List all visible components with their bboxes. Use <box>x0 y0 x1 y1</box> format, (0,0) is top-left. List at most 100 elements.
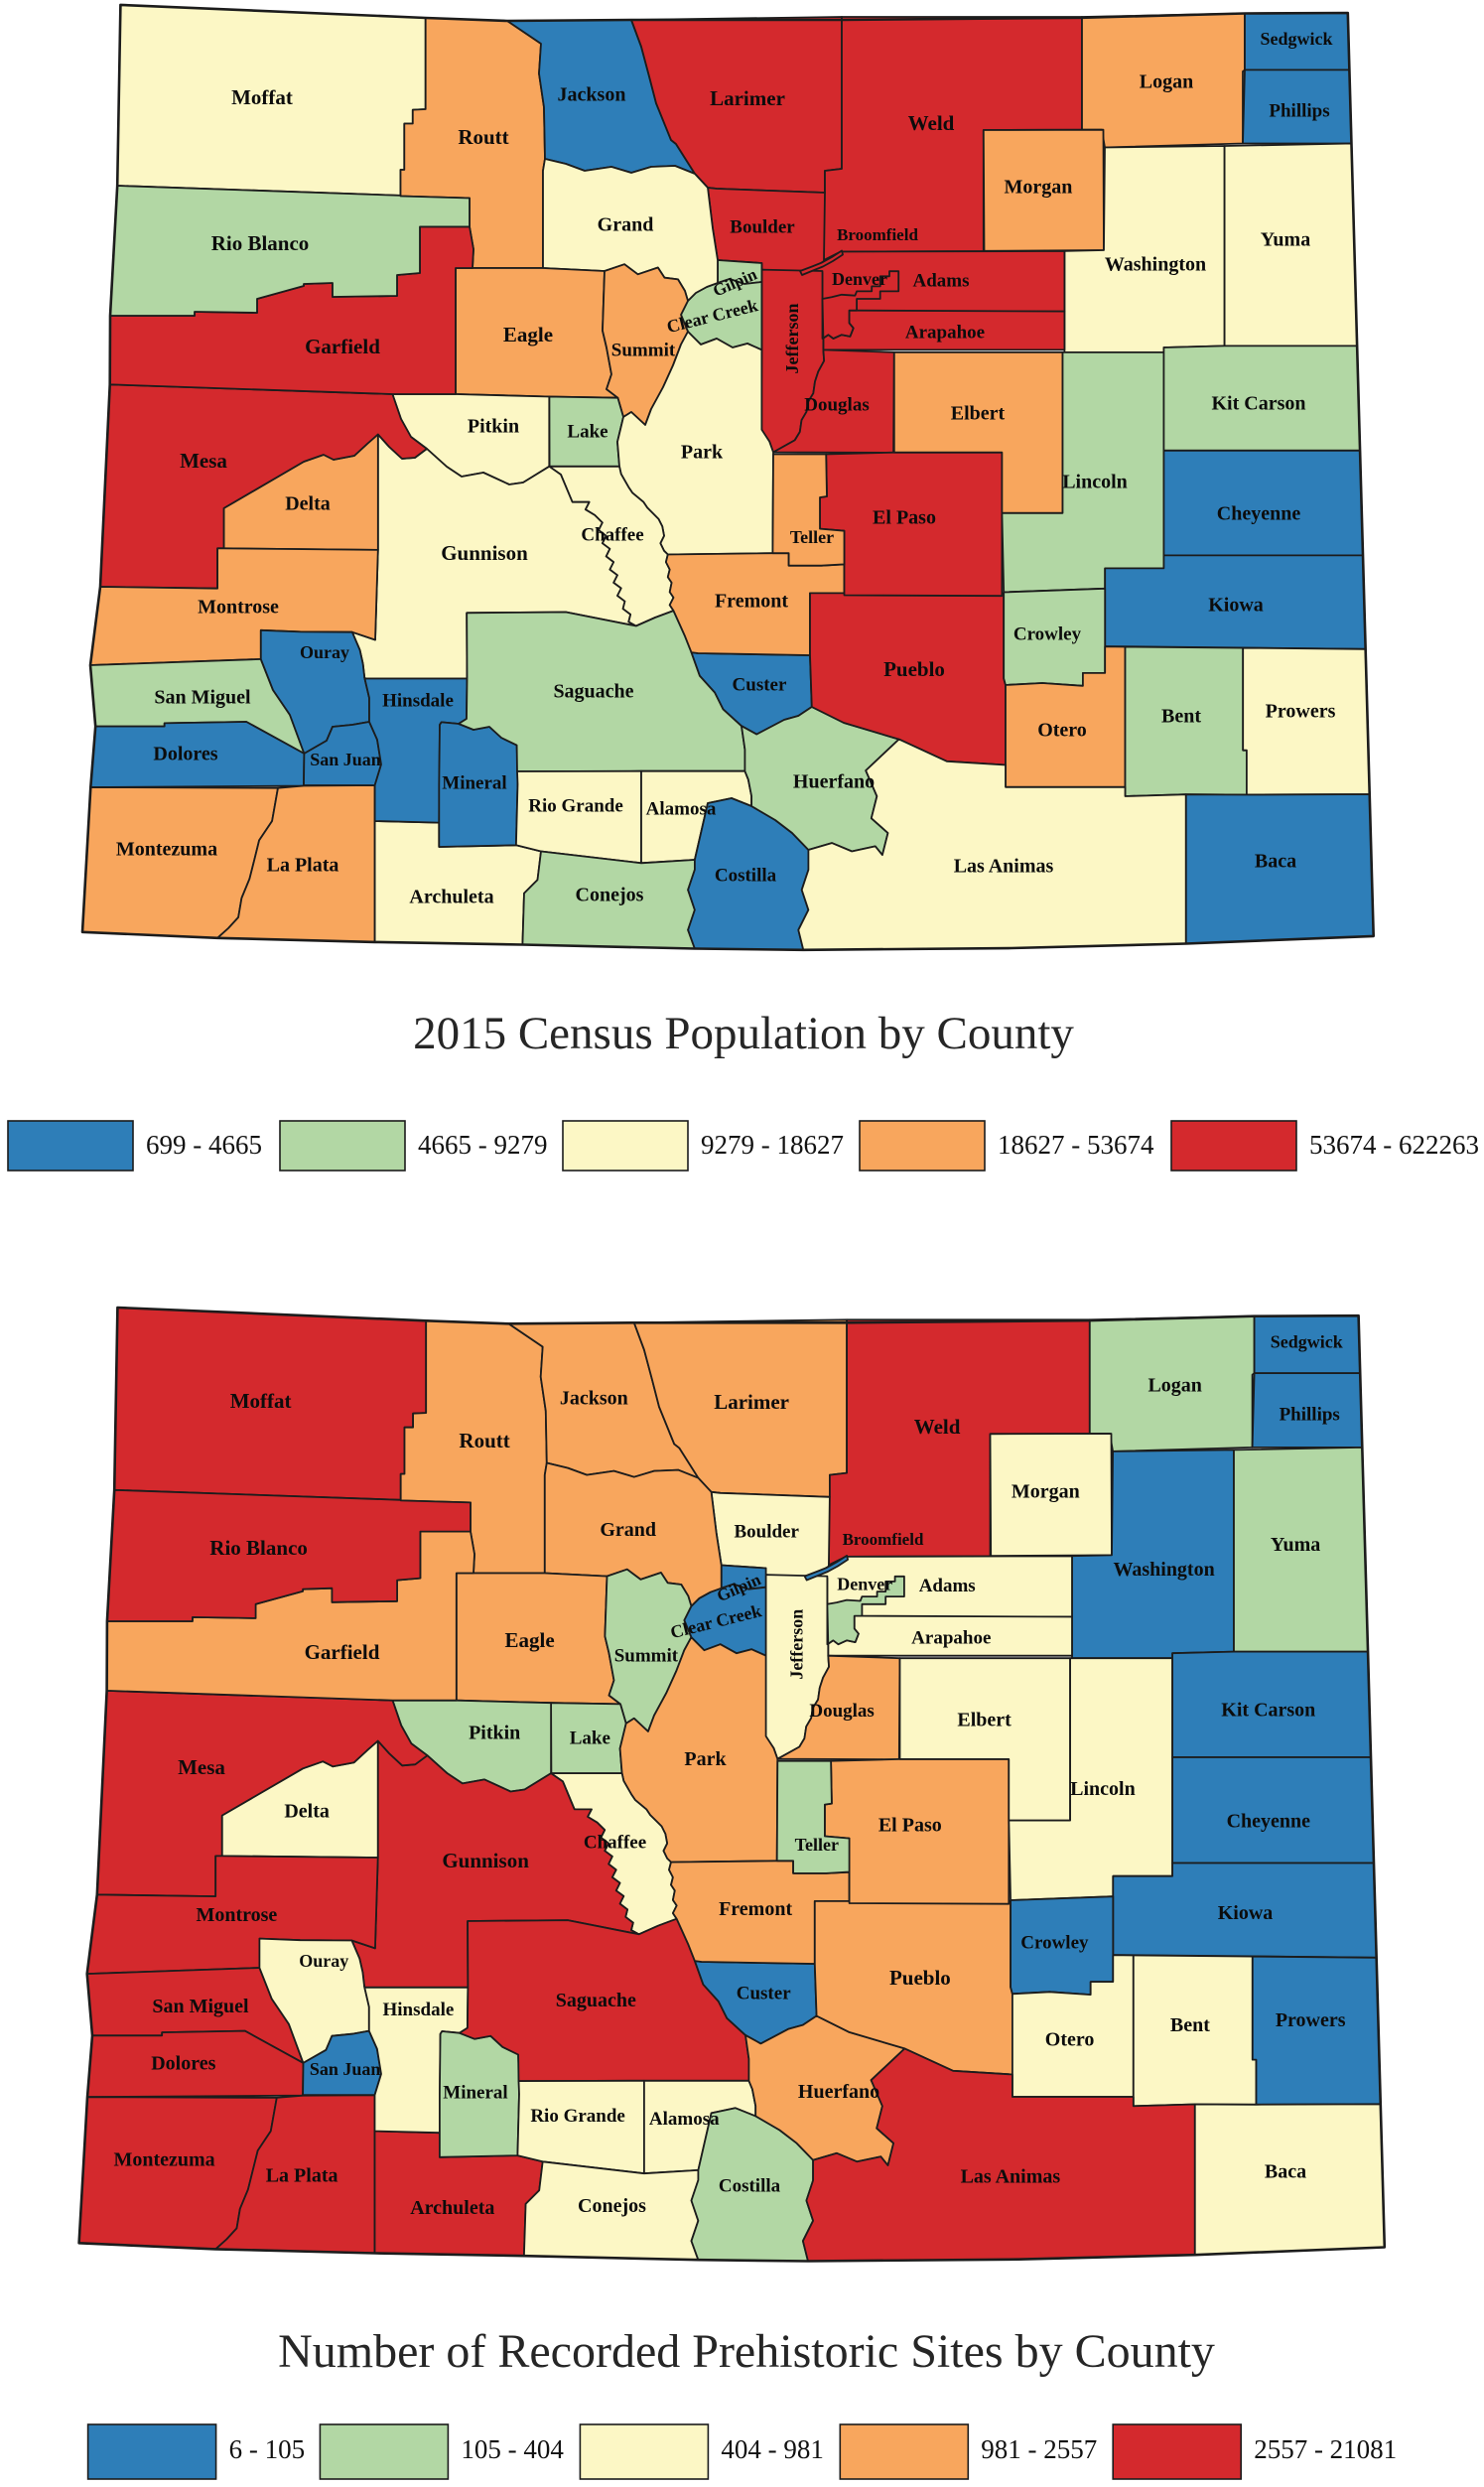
svg-text:Lake: Lake <box>567 421 607 442</box>
svg-text:Bent: Bent <box>1161 706 1201 728</box>
svg-text:Lake: Lake <box>570 1727 610 1748</box>
svg-text:Summit: Summit <box>611 340 676 360</box>
svg-text:404 - 981: 404 - 981 <box>721 2434 824 2464</box>
svg-text:Costilla: Costilla <box>715 865 777 886</box>
svg-text:Washington: Washington <box>1113 1559 1214 1581</box>
svg-text:Delta: Delta <box>284 1800 330 1822</box>
svg-text:Number of Recorded Prehistoric: Number of Recorded Prehistoric Sites by … <box>278 2325 1215 2378</box>
svg-text:Fremont: Fremont <box>719 1898 792 1920</box>
svg-text:981 - 2557: 981 - 2557 <box>981 2434 1097 2464</box>
svg-text:Yuma: Yuma <box>1261 229 1310 251</box>
svg-text:Elbert: Elbert <box>957 1709 1012 1730</box>
svg-text:Grand: Grand <box>600 1519 656 1541</box>
svg-text:Teller: Teller <box>790 527 834 547</box>
svg-text:Routt: Routt <box>459 1429 509 1452</box>
svg-text:Morgan: Morgan <box>1012 1480 1080 1502</box>
svg-text:Denver: Denver <box>832 269 887 289</box>
svg-text:Kit Carson: Kit Carson <box>1212 393 1306 415</box>
svg-text:Broomfield: Broomfield <box>837 225 918 244</box>
svg-text:Routt: Routt <box>458 125 508 149</box>
svg-text:Saguache: Saguache <box>556 1990 636 2011</box>
svg-text:Mineral: Mineral <box>443 2083 507 2104</box>
svg-text:18627 - 53674: 18627 - 53674 <box>998 1130 1154 1160</box>
svg-text:Otero: Otero <box>1045 2028 1095 2050</box>
svg-text:105 - 404: 105 - 404 <box>461 2434 564 2464</box>
svg-text:Jefferson: Jefferson <box>787 1609 807 1680</box>
svg-text:Sedgwick: Sedgwick <box>1271 1332 1343 1352</box>
svg-text:Park: Park <box>681 442 724 464</box>
svg-text:Weld: Weld <box>908 111 955 135</box>
svg-text:Huerfano: Huerfano <box>793 771 875 793</box>
svg-text:Montezuma: Montezuma <box>116 839 217 861</box>
svg-text:Phillips: Phillips <box>1269 100 1329 121</box>
svg-text:Custer: Custer <box>733 674 787 695</box>
svg-text:Archuleta: Archuleta <box>409 887 493 908</box>
svg-text:Arapahoe: Arapahoe <box>911 1627 991 1648</box>
svg-text:Park: Park <box>684 1748 727 1770</box>
svg-text:4665 - 9279: 4665 - 9279 <box>418 1130 548 1160</box>
svg-text:Mineral: Mineral <box>442 772 506 793</box>
svg-text:La Plata: La Plata <box>266 2165 338 2187</box>
svg-text:Lincoln: Lincoln <box>1070 1778 1136 1800</box>
svg-text:Las Animas: Las Animas <box>954 856 1054 878</box>
svg-text:Dolores: Dolores <box>151 2052 215 2074</box>
svg-text:Rio Blanco: Rio Blanco <box>211 231 310 255</box>
svg-text:Custer: Custer <box>737 1984 791 2004</box>
svg-text:Yuma: Yuma <box>1271 1534 1320 1556</box>
svg-text:Montezuma: Montezuma <box>113 2148 214 2170</box>
svg-text:San Juan: San Juan <box>310 750 381 769</box>
svg-text:Grand: Grand <box>598 214 654 236</box>
svg-text:Hinsdale: Hinsdale <box>382 690 454 711</box>
svg-text:San Miguel: San Miguel <box>154 687 251 709</box>
svg-text:Logan: Logan <box>1140 71 1193 93</box>
svg-text:Baca: Baca <box>1265 2160 1306 2182</box>
svg-text:Moffat: Moffat <box>230 1389 292 1413</box>
svg-text:Prowers: Prowers <box>1276 2009 1346 2031</box>
svg-text:Phillips: Phillips <box>1280 1404 1340 1425</box>
svg-text:Pueblo: Pueblo <box>883 657 945 681</box>
svg-text:Chaffee: Chaffee <box>584 1832 646 1853</box>
svg-text:Archuleta: Archuleta <box>410 2197 494 2219</box>
svg-text:Eagle: Eagle <box>503 323 553 346</box>
svg-text:699 - 4665: 699 - 4665 <box>146 1130 262 1160</box>
svg-text:Larimer: Larimer <box>710 86 785 110</box>
svg-text:Garfield: Garfield <box>305 335 380 358</box>
svg-text:Hinsdale: Hinsdale <box>382 2000 454 2020</box>
svg-text:Conejos: Conejos <box>578 2195 646 2217</box>
svg-text:Costilla: Costilla <box>719 2175 781 2196</box>
svg-text:Boulder: Boulder <box>734 1522 799 1543</box>
svg-text:San Juan: San Juan <box>310 2059 381 2079</box>
svg-text:Rio Grande: Rio Grande <box>528 795 623 816</box>
svg-text:2557 - 21081: 2557 - 21081 <box>1254 2434 1397 2464</box>
svg-text:El Paso: El Paso <box>878 1814 942 1836</box>
svg-text:Jefferson: Jefferson <box>782 304 802 374</box>
svg-text:Crowley: Crowley <box>1020 1932 1089 1953</box>
svg-text:Kiowa: Kiowa <box>1208 595 1264 617</box>
svg-text:Montrose: Montrose <box>198 597 279 619</box>
svg-text:Pitkin: Pitkin <box>468 416 519 438</box>
svg-text:2015 Census Population by Coun: 2015 Census Population by County <box>413 1008 1074 1059</box>
svg-text:Weld: Weld <box>914 1415 961 1439</box>
svg-text:Montrose: Montrose <box>196 1904 277 1926</box>
svg-text:Delta: Delta <box>285 493 331 515</box>
svg-text:Jackson: Jackson <box>558 84 626 106</box>
svg-text:San Miguel: San Miguel <box>152 1996 249 2017</box>
svg-text:Bent: Bent <box>1170 2014 1210 2036</box>
svg-text:Rio Blanco: Rio Blanco <box>209 1536 308 1560</box>
svg-text:Douglas: Douglas <box>809 1701 874 1722</box>
svg-text:Broomfield: Broomfield <box>843 1530 924 1549</box>
svg-text:Adams: Adams <box>912 270 969 291</box>
svg-text:Elbert: Elbert <box>951 403 1006 425</box>
svg-text:Ouray: Ouray <box>300 642 349 662</box>
svg-text:Alamosa: Alamosa <box>646 798 717 819</box>
svg-text:Mesa: Mesa <box>178 1755 225 1779</box>
svg-text:El Paso: El Paso <box>873 507 936 529</box>
svg-text:Otero: Otero <box>1037 720 1087 742</box>
svg-text:Summit: Summit <box>614 1646 679 1667</box>
svg-text:Morgan: Morgan <box>1005 177 1073 199</box>
svg-text:Boulder: Boulder <box>730 216 795 237</box>
svg-text:Denver: Denver <box>837 1575 892 1594</box>
svg-text:6 - 105: 6 - 105 <box>229 2434 306 2464</box>
svg-text:Saguache: Saguache <box>553 681 633 703</box>
svg-text:Douglas: Douglas <box>804 394 869 415</box>
